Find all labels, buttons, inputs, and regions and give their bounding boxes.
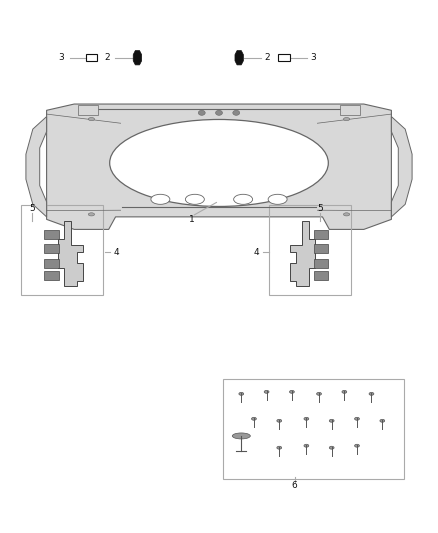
Text: 6: 6 — [292, 481, 297, 490]
Polygon shape — [290, 221, 314, 286]
Bar — [314, 245, 328, 254]
Ellipse shape — [369, 392, 374, 395]
Ellipse shape — [239, 392, 244, 395]
Bar — [44, 271, 59, 280]
Ellipse shape — [151, 195, 170, 204]
Bar — [223, 379, 404, 479]
Polygon shape — [133, 51, 141, 65]
Text: 5: 5 — [317, 204, 323, 213]
Ellipse shape — [342, 390, 347, 393]
Ellipse shape — [290, 390, 294, 393]
Polygon shape — [235, 51, 244, 65]
Bar — [78, 106, 98, 115]
Text: 5: 5 — [29, 204, 35, 213]
Ellipse shape — [317, 392, 321, 395]
Ellipse shape — [232, 433, 250, 439]
Bar — [86, 54, 98, 61]
Ellipse shape — [329, 419, 334, 422]
Bar — [44, 230, 59, 239]
Ellipse shape — [268, 195, 287, 204]
Text: 1: 1 — [189, 215, 194, 224]
Polygon shape — [392, 117, 412, 217]
Bar — [340, 106, 360, 115]
Ellipse shape — [304, 445, 309, 447]
Ellipse shape — [380, 419, 385, 422]
Bar — [314, 271, 328, 280]
Ellipse shape — [343, 213, 350, 216]
Ellipse shape — [355, 445, 360, 447]
Bar — [44, 245, 59, 254]
Ellipse shape — [304, 417, 309, 420]
Text: 4: 4 — [113, 248, 119, 257]
Ellipse shape — [215, 110, 223, 115]
Bar — [278, 54, 290, 61]
Text: 3: 3 — [58, 53, 64, 62]
Text: 4: 4 — [254, 248, 260, 257]
Ellipse shape — [343, 117, 350, 120]
Ellipse shape — [110, 119, 328, 206]
Bar — [21, 205, 103, 295]
Ellipse shape — [233, 195, 253, 204]
Polygon shape — [26, 117, 46, 217]
Ellipse shape — [251, 417, 256, 420]
Polygon shape — [58, 221, 83, 286]
Text: 2: 2 — [105, 53, 110, 62]
Bar — [314, 230, 328, 239]
Polygon shape — [46, 104, 392, 229]
Bar — [314, 259, 328, 268]
Ellipse shape — [329, 446, 334, 449]
Text: 2: 2 — [264, 53, 270, 62]
Ellipse shape — [88, 117, 95, 120]
Text: 3: 3 — [310, 53, 316, 62]
Ellipse shape — [264, 390, 269, 393]
Ellipse shape — [233, 110, 240, 115]
Ellipse shape — [198, 110, 205, 115]
Ellipse shape — [185, 195, 205, 204]
Ellipse shape — [88, 213, 95, 216]
Ellipse shape — [355, 417, 360, 420]
Ellipse shape — [277, 446, 282, 449]
Bar — [44, 259, 59, 268]
Bar — [269, 205, 351, 295]
Ellipse shape — [277, 419, 282, 422]
